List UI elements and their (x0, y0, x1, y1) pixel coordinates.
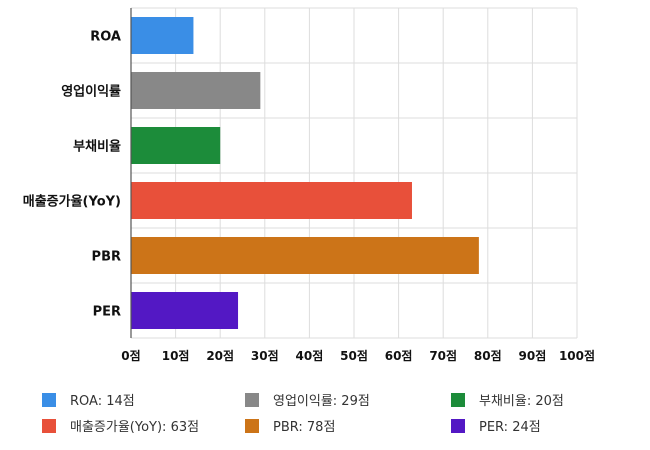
category-label: 매출증가율(YoY) (23, 194, 121, 210)
grid-lines (131, 7, 578, 339)
legend-label: ROA: 14점 (70, 394, 135, 409)
bar-4 (131, 237, 479, 274)
x-tick-label: 40점 (296, 348, 324, 363)
bar-1 (131, 72, 261, 109)
legend-label: 영업이익률: 29점 (273, 394, 370, 409)
category-label: 부채비율 (73, 139, 121, 155)
x-tick-label: 60점 (385, 348, 413, 363)
bar-3 (131, 182, 412, 219)
legend-label: 매출증가율(YoY): 63점 (70, 420, 199, 435)
x-tick-label: 90점 (519, 348, 547, 363)
category-label: 영업이익률 (61, 84, 121, 100)
x-tick-label: 30점 (251, 348, 279, 363)
category-label: PER (93, 305, 121, 320)
category-label: PBR (92, 250, 121, 265)
legend-swatch (42, 393, 56, 407)
x-tick-label: 80점 (474, 348, 502, 363)
legend-label: PBR: 78점 (273, 420, 335, 435)
x-tick-label: 100점 (559, 348, 595, 363)
x-tick-label: 20점 (206, 348, 234, 363)
x-tick-label: 10점 (162, 348, 190, 363)
legend-swatch (245, 419, 259, 433)
bar-5 (131, 292, 239, 329)
bar-2 (131, 127, 221, 164)
x-tick-label: 50점 (340, 348, 368, 363)
bars (131, 17, 479, 329)
legend-label: 부채비율: 20점 (479, 394, 564, 409)
bar-0 (131, 17, 194, 54)
x-tick-label: 70점 (429, 348, 457, 363)
legend-swatch (42, 419, 56, 433)
category-label: ROA (90, 30, 121, 45)
x-tick-labels: 0점 10점 20점 30점 40점 50점 60점 70점 80점 90점 100점 (121, 348, 595, 363)
legend-swatch (451, 419, 465, 433)
legend-swatch (451, 393, 465, 407)
legend-label: PER: 24점 (479, 420, 541, 435)
legend-swatch (245, 393, 259, 407)
x-tick-label: 0점 (121, 348, 140, 363)
